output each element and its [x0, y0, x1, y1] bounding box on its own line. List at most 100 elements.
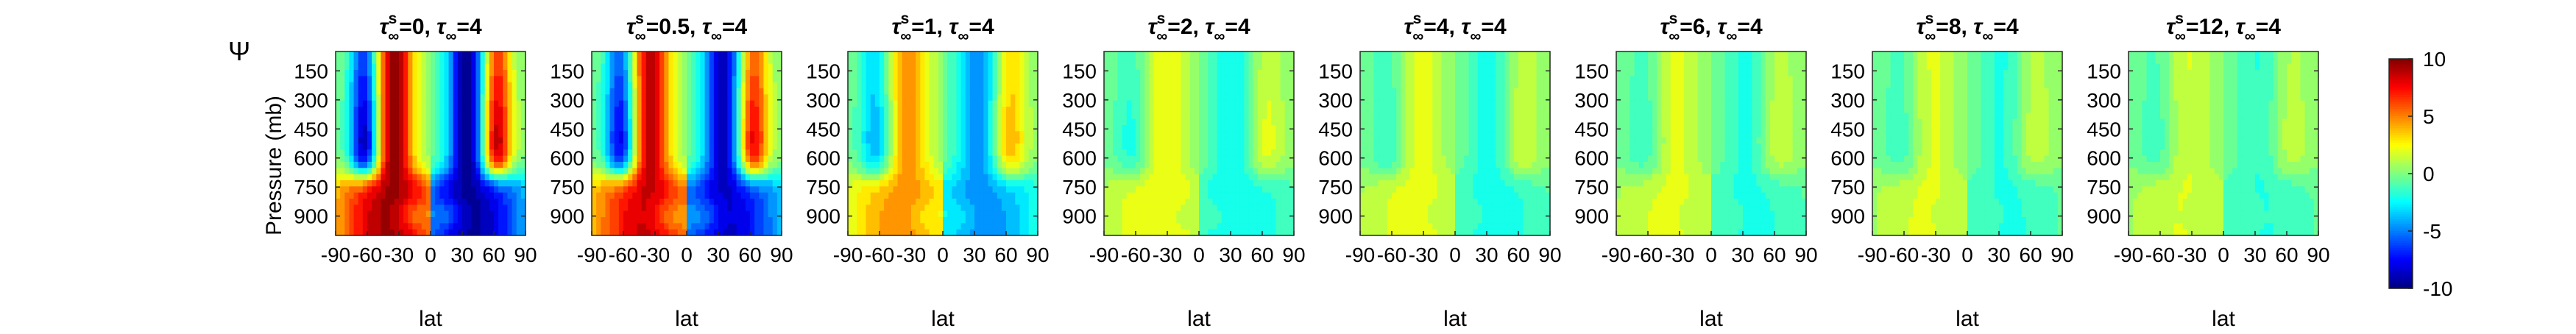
heatmap-cell	[489, 70, 495, 77]
heatmap-cell	[888, 223, 894, 230]
heatmap-cell	[349, 82, 355, 89]
heatmap-cell	[408, 94, 414, 102]
heatmap-cell	[691, 113, 696, 120]
heatmap-cell	[704, 94, 710, 102]
heatmap-cell	[861, 180, 867, 187]
heatmap-cell	[516, 88, 522, 95]
heatmap-cell	[687, 57, 692, 65]
heatmap-cell	[704, 168, 710, 175]
heatmap-cell	[997, 168, 1002, 175]
heatmap-cell	[358, 70, 364, 77]
heatmap-cell	[1239, 168, 1245, 175]
heatmap-cell	[372, 155, 377, 163]
heatmap-cell	[659, 155, 665, 163]
x-tick-label: -90	[577, 244, 606, 266]
heatmap-cell	[336, 192, 341, 199]
heatmap-cell	[888, 205, 894, 212]
heatmap-cell	[768, 149, 774, 157]
heatmap-cell	[399, 192, 404, 199]
heatmap-cell	[471, 94, 477, 102]
heatmap-cell	[1176, 180, 1182, 187]
heatmap-cell	[1203, 88, 1209, 95]
heatmap-cell	[462, 149, 467, 157]
heatmap-cell	[916, 125, 921, 132]
heatmap-cell	[425, 94, 431, 102]
heatmap-cell	[1176, 199, 1182, 205]
heatmap-cell	[1194, 113, 1200, 120]
heatmap-cell	[893, 192, 899, 199]
heatmap-cell	[943, 223, 948, 230]
heatmap-cell	[768, 186, 774, 193]
heatmap-cell	[1117, 113, 1123, 120]
heatmap-cell	[1136, 192, 1141, 199]
heatmap-cell	[399, 137, 404, 144]
heatmap-cell	[645, 76, 651, 83]
heatmap-cell	[969, 88, 975, 95]
panel-title: τs ∞=1, τ∞=4	[891, 10, 994, 45]
heatmap-cell	[1185, 205, 1191, 212]
heatmap-cell	[349, 51, 355, 58]
heatmap-cell	[700, 76, 706, 83]
heatmap-cell	[776, 155, 782, 163]
heatmap-cell	[763, 94, 769, 102]
heatmap-cell	[623, 82, 629, 89]
heatmap-cell	[655, 162, 660, 168]
heatmap-cell	[1108, 94, 1114, 102]
heatmap-cell	[668, 155, 674, 163]
heatmap-cell	[367, 199, 372, 205]
heatmap-cell	[1244, 94, 1250, 102]
heatmap-cell	[709, 70, 715, 77]
heatmap-cell	[431, 57, 436, 65]
heatmap-cell	[696, 107, 701, 113]
heatmap-cell	[1208, 174, 1214, 181]
heatmap-cell	[857, 82, 863, 89]
heatmap-cell	[933, 149, 939, 157]
heatmap-cell	[512, 76, 517, 83]
heatmap-cell	[673, 162, 679, 168]
heatmap-cell	[417, 118, 422, 126]
heatmap-cell	[709, 174, 715, 181]
heatmap-cell	[888, 174, 894, 181]
heatmap-cell	[911, 118, 916, 126]
heatmap-cell	[498, 155, 503, 163]
heatmap-cell	[713, 125, 719, 132]
heatmap-cell	[353, 168, 359, 175]
heatmap-cell	[475, 229, 481, 236]
heatmap-cell	[1212, 174, 1218, 181]
heatmap-cell	[1185, 118, 1191, 126]
heatmap-cell	[457, 107, 463, 113]
heatmap-cell	[1257, 174, 1263, 181]
heatmap-cell	[1130, 137, 1136, 144]
heatmap-cell	[650, 113, 656, 120]
heatmap-cell	[431, 125, 436, 132]
heatmap-cell	[601, 229, 606, 236]
heatmap-cell	[1217, 118, 1222, 126]
heatmap-cell	[336, 100, 341, 107]
heatmap-cell	[700, 63, 706, 71]
heatmap-cell	[772, 113, 778, 120]
heatmap-cell	[673, 125, 679, 132]
heatmap-cell	[1126, 223, 1132, 230]
heatmap-cell	[1167, 70, 1172, 77]
heatmap-cell	[997, 180, 1002, 187]
heatmap-cell	[516, 174, 522, 181]
heatmap-cell	[632, 88, 638, 95]
heatmap-cell	[421, 186, 427, 193]
heatmap-cell	[623, 217, 629, 224]
heatmap-cell	[687, 100, 692, 107]
heatmap-cell	[888, 210, 894, 218]
heatmap-cell	[866, 63, 871, 71]
heatmap-cell	[1203, 57, 1209, 65]
heatmap-cell	[435, 88, 440, 95]
heatmap-cell	[691, 168, 696, 175]
heatmap-cell	[997, 192, 1002, 199]
heatmap-cell	[462, 88, 467, 95]
heatmap-cell	[888, 180, 894, 187]
heatmap-cell	[880, 137, 885, 144]
heatmap-cell	[1153, 168, 1159, 175]
heatmap-cell	[677, 57, 683, 65]
heatmap-cell	[367, 180, 372, 187]
heatmap-cell	[983, 229, 989, 236]
heatmap-cell	[376, 149, 382, 157]
heatmap-cell	[1024, 94, 1030, 102]
